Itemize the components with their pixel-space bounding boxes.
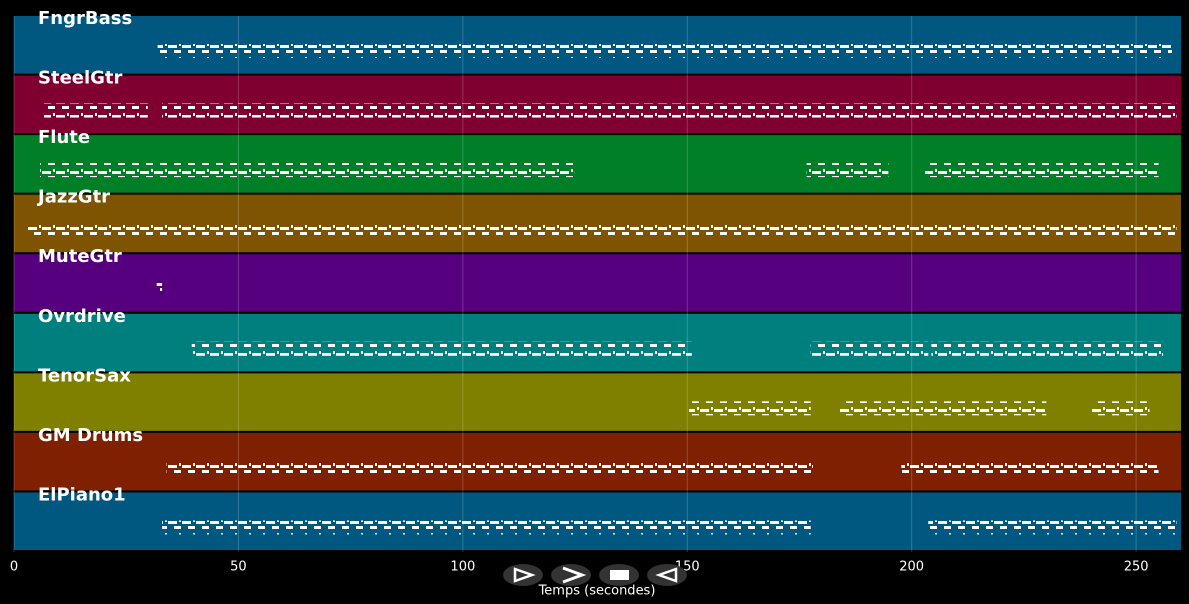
- note-block: [162, 520, 811, 535]
- note-block: [931, 341, 1164, 356]
- note-block: [162, 103, 1177, 118]
- track-lane: [14, 254, 1181, 312]
- x-tick-label: 50: [230, 560, 247, 575]
- play-button[interactable]: [503, 564, 543, 586]
- note-block: [925, 163, 1159, 178]
- track-name: FngrBass: [38, 8, 132, 29]
- track-name: GM Drums: [38, 425, 143, 446]
- x-tick-label: 100: [450, 560, 475, 575]
- x-tick-label: 250: [1124, 560, 1149, 575]
- back-button[interactable]: [647, 564, 687, 586]
- track-name: MuteGtr: [38, 246, 122, 267]
- x-axis-label: Temps (secondes): [538, 584, 656, 599]
- note-block: [901, 460, 1159, 475]
- x-tick-label: 0: [10, 560, 18, 575]
- note-block: [156, 282, 163, 297]
- track-name: JazzGtr: [36, 187, 110, 208]
- forward-button[interactable]: [551, 564, 591, 586]
- note-block: [27, 222, 1177, 237]
- note-block: [689, 401, 811, 416]
- note-block: [191, 341, 692, 356]
- transport-controls: [503, 564, 687, 586]
- note-block: [1091, 401, 1150, 416]
- note-block: [810, 341, 929, 356]
- note-block: [839, 401, 1047, 416]
- note-block: [44, 103, 148, 118]
- note-block: [806, 163, 889, 178]
- x-tick-label: 200: [899, 560, 924, 575]
- note-block: [157, 44, 1173, 58]
- track-name: Ovrdrive: [38, 306, 126, 327]
- note-block: [40, 163, 575, 178]
- note-block: [928, 520, 1177, 535]
- track-name: Flute: [38, 127, 90, 148]
- track-name: SteelGtr: [38, 68, 123, 89]
- track-name: ElPiano1: [38, 484, 126, 505]
- track-name: TenorSax: [38, 365, 131, 386]
- stop-button[interactable]: [599, 564, 639, 586]
- note-block: [166, 460, 813, 475]
